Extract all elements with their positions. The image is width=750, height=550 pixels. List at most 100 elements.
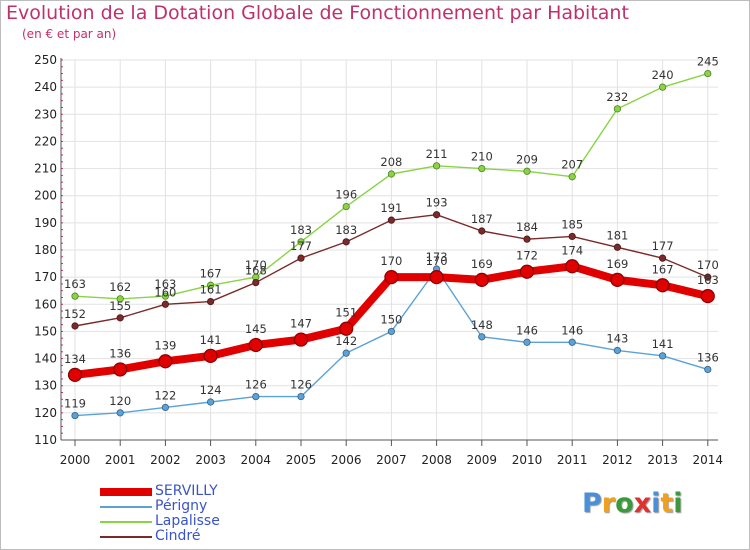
data-point-lapalisse-2000 (71, 292, 79, 300)
data-point-servilly-2010 (519, 264, 535, 279)
x-tick-label-2014: 2014 (693, 453, 724, 467)
x-tick-label-2009: 2009 (467, 453, 498, 467)
y-tick-label-130: 130 (34, 379, 57, 393)
data-label-lapalisse-2000: 163 (64, 277, 86, 291)
data-label-servilly-2002: 139 (154, 338, 176, 352)
data-label-cindre-2002: 160 (154, 285, 176, 299)
data-point-lapalisse-2005 (297, 238, 305, 246)
y-tick-label-150: 150 (34, 324, 57, 338)
data-point-cindre-2008 (432, 211, 441, 219)
data-point-servilly-2011 (565, 259, 580, 274)
data-point-perigny-2009 (478, 333, 486, 341)
legend-swatch-perigny (100, 506, 152, 508)
data-point-cindre-2011 (568, 232, 576, 241)
data-point-cindre-2002 (161, 300, 169, 308)
data-point-servilly-2008 (429, 270, 444, 285)
data-label-servilly-2012: 169 (606, 257, 628, 271)
data-label-servilly-2013: 167 (652, 262, 674, 276)
data-point-lapalisse-2014 (704, 69, 712, 78)
data-label-cindre-2013: 177 (652, 239, 674, 253)
legend-swatch-cindre (100, 536, 152, 538)
data-point-perigny-2013 (658, 352, 667, 360)
data-point-perigny-2005 (297, 392, 305, 401)
data-label-perigny-2013: 141 (652, 337, 674, 351)
data-label-cindre-2006: 183 (335, 223, 357, 237)
y-tick-label-160: 160 (34, 297, 57, 311)
line-chart: 110 120 130 140 150 160 170 180 190 200 210 220 230 2… (34, 53, 723, 467)
grid-lines (61, 59, 718, 441)
data-label-servilly-2001: 136 (109, 346, 131, 360)
data-label-lapalisse-2008: 211 (426, 147, 448, 161)
x-tick-label-2004: 2004 (241, 453, 272, 467)
data-point-cindre-2006 (342, 238, 350, 246)
data-point-cindre-2013 (658, 254, 667, 262)
x-tick-label-2003: 2003 (195, 453, 226, 467)
data-point-lapalisse-2001 (116, 295, 124, 303)
data-label-cindre-2005: 177 (290, 239, 312, 253)
y-tick-label-210: 210 (34, 162, 57, 176)
data-label-perigny-2011: 146 (561, 323, 583, 337)
data-label-cindre-2008: 193 (426, 196, 448, 210)
data-label-cindre-2012: 181 (606, 228, 628, 242)
data-point-cindre-2005 (297, 254, 305, 262)
x-tick-label-2005: 2005 (286, 453, 317, 467)
data-point-cindre-2007 (387, 216, 395, 224)
data-label-cindre-2003: 161 (200, 283, 222, 297)
y-tick-label-120: 120 (34, 406, 57, 420)
data-point-servilly-2004 (248, 337, 263, 353)
data-label-perigny-2004: 126 (245, 378, 267, 392)
y-tick-label-200: 200 (34, 189, 57, 203)
data-label-cindre-2007: 191 (380, 201, 402, 215)
data-label-perigny-2014: 136 (697, 350, 719, 364)
legend-label-perigny: Périgny (155, 498, 208, 514)
legend-swatch-lapalisse (100, 521, 152, 523)
x-tick-label-2006: 2006 (331, 453, 362, 467)
data-label-lapalisse-2005: 183 (290, 223, 312, 237)
y-tick-label-180: 180 (34, 243, 57, 257)
x-tick-label-2013: 2013 (647, 453, 678, 467)
data-point-cindre-2003 (207, 297, 215, 306)
data-label-lapalisse-2014: 245 (697, 55, 719, 69)
data-point-lapalisse-2012 (613, 105, 622, 113)
data-label-perigny-2008: 173 (426, 250, 448, 264)
data-label-lapalisse-2002: 163 (154, 277, 176, 291)
data-point-cindre-2000 (71, 322, 79, 330)
data-point-perigny-2001 (116, 409, 124, 417)
data-label-perigny-2002: 122 (154, 388, 176, 402)
data-label-servilly-2006: 151 (335, 306, 357, 320)
data-label-lapalisse-2013: 240 (652, 68, 674, 82)
data-point-lapalisse-2007 (387, 170, 395, 178)
data-point-servilly-2003 (203, 348, 218, 363)
data-point-perigny-2004 (252, 392, 260, 401)
data-label-lapalisse-2004: 170 (245, 258, 267, 272)
y-tick-label-250: 250 (34, 53, 57, 67)
data-point-perigny-2000 (71, 411, 79, 420)
data-point-lapalisse-2006 (342, 202, 350, 211)
axes (60, 58, 718, 446)
data-point-servilly-2013 (655, 278, 670, 293)
data-point-lapalisse-2010 (523, 167, 531, 175)
data-label-perigny-2010: 146 (516, 323, 538, 337)
data-label-cindre-2011: 185 (561, 217, 583, 231)
data-label-servilly-2003: 141 (200, 333, 222, 347)
y-tick-label-170: 170 (34, 270, 57, 284)
tick-labels: 110 120 130 140 150 160 170 180 190 200 210 220 230 2… (34, 53, 723, 467)
data-label-perigny-2009: 148 (471, 318, 493, 332)
data-point-perigny-2003 (207, 398, 215, 406)
y-tick-label-230: 230 (34, 107, 57, 121)
data-label-perigny-2007: 150 (380, 312, 402, 326)
data-point-servilly-2005 (293, 332, 309, 347)
data-label-lapalisse-2011: 207 (561, 158, 583, 172)
data-point-perigny-2006 (342, 349, 350, 357)
x-tick-label-2008: 2008 (421, 453, 452, 467)
data-point-perigny-2010 (523, 338, 531, 346)
data-point-perigny-2014 (704, 365, 712, 374)
data-label-cindre-2001: 155 (109, 299, 131, 313)
data-label-lapalisse-2012: 232 (606, 90, 628, 104)
legend-swatch-servilly (100, 488, 152, 496)
data-label-lapalisse-2007: 208 (380, 155, 402, 169)
chart-title: Evolution de la Dotation Globale de Fonc… (6, 2, 629, 24)
x-tick-label-2011: 2011 (557, 453, 588, 467)
legend-label-cindre: Cindré (155, 528, 201, 544)
